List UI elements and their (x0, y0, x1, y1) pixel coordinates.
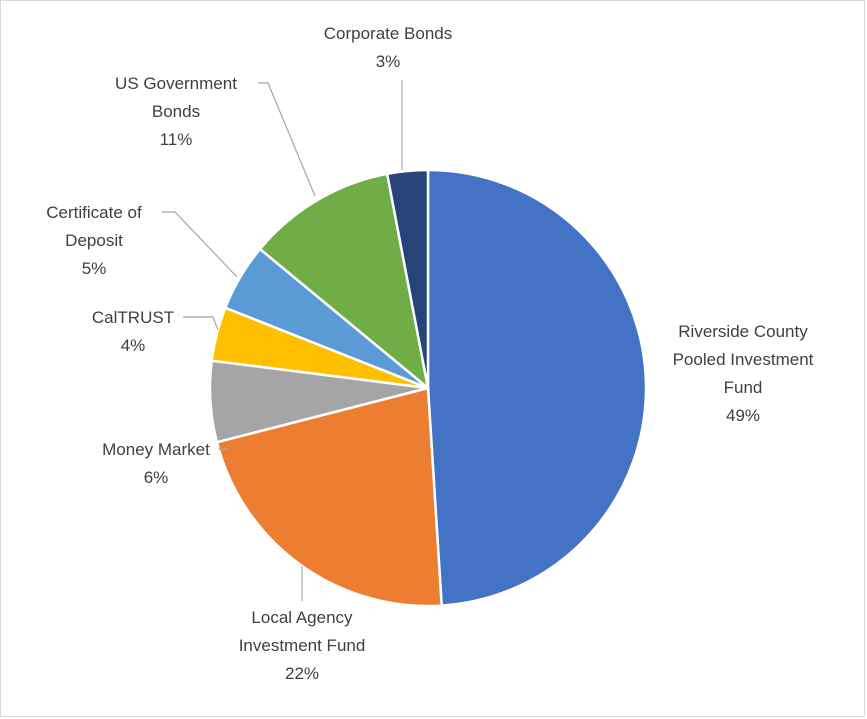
data-label-certificate-of-deposit: Certificate of Deposit 5% (46, 203, 142, 278)
leader-line (258, 82, 316, 197)
data-label-money-market: Money Market 6% (102, 440, 210, 487)
pie-slice-riverside-county-pooled-investment-fund (426, 168, 648, 607)
data-label-corporate-bonds: Corporate Bonds 3% (324, 24, 453, 71)
data-label-local-agency-investment-fund: Local Agency Investment Fund 22% (239, 608, 366, 683)
leader-line (162, 211, 238, 278)
pie-slice-corporate-bonds (385, 168, 430, 389)
data-label-us-government-bonds: US Government Bonds 11% (115, 74, 237, 149)
slice-labels: Riverside County Pooled Investment Fund 49%… (46, 24, 813, 683)
pie-slice-us-government-bonds (258, 172, 430, 392)
pie-slice-local-agency-investment-fund (215, 386, 444, 608)
data-label-caltrust: CalTRUST 4% (92, 308, 174, 355)
leader-lines (162, 80, 403, 601)
leader-line (183, 316, 219, 331)
pie-slices (208, 168, 648, 608)
data-label-riverside-county-pooled-investment-fund: Riverside County Pooled Investment Fund 49% (673, 322, 814, 425)
